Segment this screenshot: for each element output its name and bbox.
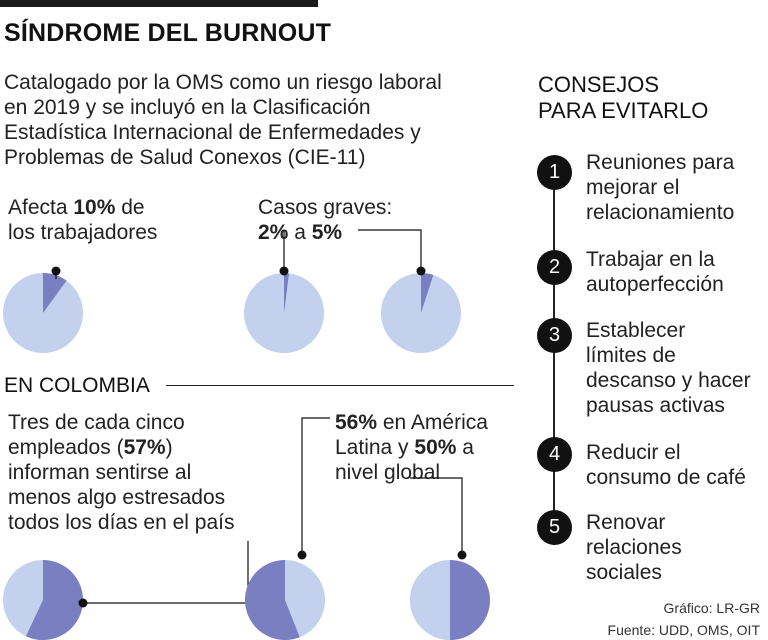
pie-value-slice [450, 560, 490, 640]
pie-connector-line [410, 477, 463, 555]
tip-text: límites de [586, 344, 676, 367]
stat-value: 2% [258, 221, 289, 244]
tip-number-badge: 3 [537, 318, 572, 353]
stat-value: 10% [73, 196, 116, 219]
pie-value-slice [421, 273, 434, 313]
pie-connector-dot [297, 550, 307, 560]
stat-value: 5% [311, 221, 343, 244]
section-heading: EN COLOMBIA [4, 374, 150, 397]
pie-value-slice [284, 273, 290, 313]
tips-heading-line: PARA EVITARLO [538, 98, 709, 123]
tip-number-badge: 4 [537, 437, 572, 472]
pie-connector-line [358, 229, 422, 271]
stat-text: a [288, 221, 312, 244]
pie-connector-dot [51, 266, 61, 276]
stat-text: a [456, 436, 474, 459]
pie-connector-dot [416, 266, 426, 276]
intro-line: en 2019 y se incluyó en la Clasificación [4, 96, 371, 119]
stat-text: ) [165, 436, 173, 459]
tip-text: descanso y hacer [586, 369, 751, 392]
stat-text: menos algo estresados [8, 486, 226, 509]
stat-severe-label: Casos graves: 2% a 5% [258, 195, 392, 245]
intro-line: Problemas de Salud Conexos (CIE-11) [4, 146, 366, 169]
tip-text: Reducir el [586, 441, 681, 464]
stat-text: en América [377, 411, 488, 434]
tip-item: Establecer límites de descanso y hacer p… [586, 318, 766, 418]
pie-value-slice [244, 560, 300, 640]
stat-text: Latina y [335, 436, 415, 459]
tip-text: Trabajar en la [586, 248, 715, 271]
top-rule [0, 0, 318, 7]
colombia-right-text: 56% en América Latina y 50% a nivel glob… [335, 410, 488, 485]
stat-text: Afecta [8, 196, 74, 219]
tip-text: relaciones [586, 536, 682, 559]
tip-text: relacionamiento [586, 201, 735, 224]
intro-line: Catalogado por la OMS como un riesgo lab… [4, 71, 442, 94]
pie-connector-dot [457, 550, 467, 560]
tip-item: Reuniones para mejorar el relacionamient… [586, 150, 766, 225]
tip-item: Renovar relaciones sociales [586, 510, 766, 585]
tip-text: Establecer [586, 319, 686, 342]
pie-connector-dot [279, 266, 289, 276]
stat-text: Casos graves: [258, 196, 393, 219]
tip-number-badge: 5 [537, 510, 572, 545]
tips-heading-line: CONSEJOS [538, 72, 660, 97]
colombia-left-text: Tres de cada cinco empleados (57%) infor… [8, 410, 234, 535]
stat-value: 50% [414, 436, 457, 459]
graphic-credit: Gráfico: LR-GR [663, 600, 760, 616]
tip-text: Renovar [586, 511, 666, 534]
pie-value-slice [43, 273, 67, 313]
tip-text: autoperfección [586, 273, 724, 296]
stat-text: de [115, 196, 145, 219]
source-credit: Fuente: UDD, OMS, OIT [607, 622, 760, 638]
tip-text: mejorar el [586, 176, 680, 199]
pie-connector-dot [78, 598, 88, 608]
tip-item: Reducir el consumo de café [586, 440, 766, 490]
stat-text: todos los días en el país [8, 511, 235, 534]
tip-number-badge: 2 [537, 250, 572, 285]
stat-affects-label: Afecta 10% de los trabajadores [8, 195, 157, 245]
tip-text: consumo de café [586, 466, 746, 489]
tip-number-badge: 1 [537, 155, 572, 190]
pie-connector-line [83, 541, 249, 604]
tip-text: Reuniones para [586, 151, 735, 174]
section-divider [166, 385, 514, 386]
tip-item: Trabajar en la autoperfección [586, 247, 766, 297]
tip-text: sociales [586, 561, 662, 584]
intro-line: Estadística Internacional de Enfermedade… [4, 121, 421, 144]
stat-value: 57% [123, 436, 166, 459]
pie-value-slice [25, 560, 83, 640]
page-title: SÍNDROME DEL BURNOUT [4, 19, 332, 47]
stat-text: empleados ( [8, 436, 124, 459]
tip-text: pausas activas [586, 394, 725, 417]
pie-connector-line [301, 417, 330, 555]
stat-text: los trabajadores [8, 221, 158, 244]
stat-text: informan sentirse al [8, 461, 192, 484]
intro-text: Catalogado por la OMS como un riesgo lab… [4, 70, 504, 170]
stat-value: 56% [335, 411, 378, 434]
stat-text: Tres de cada cinco [8, 411, 185, 434]
tips-heading: CONSEJOS PARA EVITARLO [538, 72, 708, 124]
